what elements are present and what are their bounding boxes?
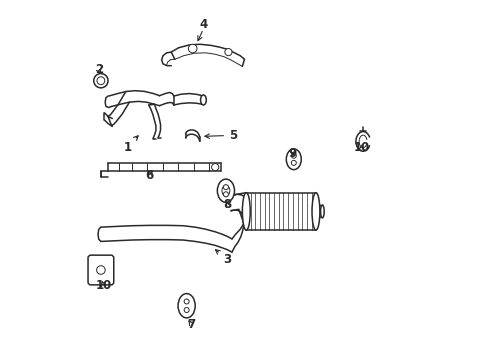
Ellipse shape	[242, 193, 250, 230]
Text: 2: 2	[95, 63, 102, 76]
Circle shape	[224, 49, 231, 56]
Ellipse shape	[178, 294, 195, 318]
FancyBboxPatch shape	[88, 255, 114, 285]
Circle shape	[184, 299, 189, 304]
Text: 10: 10	[95, 279, 111, 292]
Text: 1: 1	[123, 136, 138, 154]
Circle shape	[223, 192, 228, 197]
Ellipse shape	[285, 149, 301, 170]
Circle shape	[188, 44, 197, 53]
Ellipse shape	[320, 205, 324, 218]
Text: 5: 5	[204, 129, 237, 142]
Circle shape	[184, 307, 189, 312]
Circle shape	[211, 163, 218, 171]
Ellipse shape	[217, 179, 234, 202]
Circle shape	[291, 160, 296, 165]
Text: 9: 9	[288, 147, 296, 160]
Circle shape	[97, 266, 105, 274]
Circle shape	[97, 77, 104, 85]
Circle shape	[291, 153, 296, 158]
Ellipse shape	[200, 95, 206, 105]
Text: 4: 4	[199, 18, 207, 31]
Circle shape	[223, 185, 228, 190]
Circle shape	[94, 73, 108, 88]
Text: 10: 10	[353, 141, 369, 154]
Text: 6: 6	[145, 169, 154, 182]
Text: 3: 3	[215, 250, 231, 266]
Ellipse shape	[222, 185, 229, 196]
Text: 8: 8	[223, 198, 231, 211]
Ellipse shape	[311, 193, 319, 230]
Text: 7: 7	[187, 318, 195, 331]
